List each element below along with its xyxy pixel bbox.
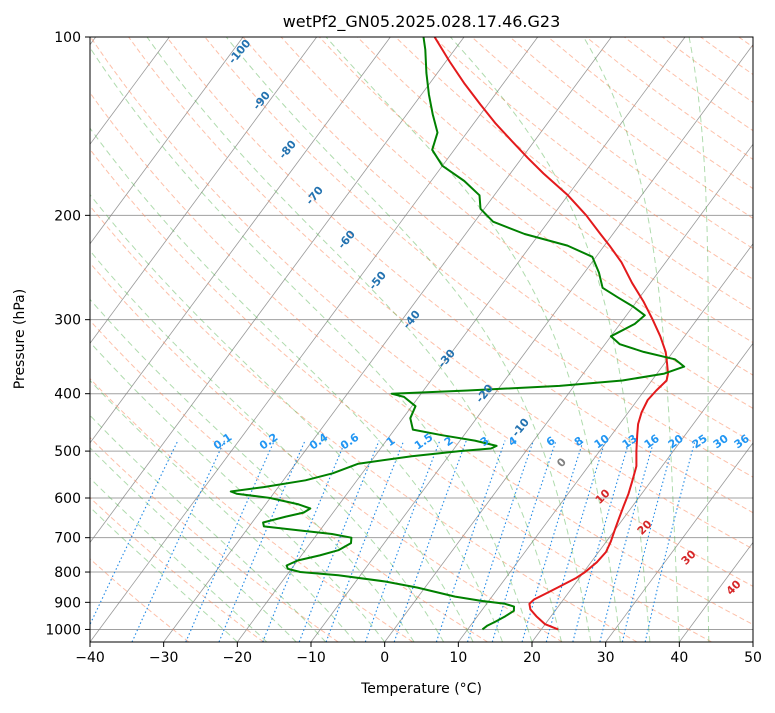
x-tick-label: −10 [296,650,326,666]
x-axis-label: Temperature (°C) [360,681,482,697]
y-tick-label: 200 [54,208,81,224]
x-tick-label: −40 [75,650,105,666]
x-tick-label: 10 [449,650,467,666]
x-tick-label: 50 [744,650,762,666]
y-tick-label: 900 [54,595,81,611]
y-axis-label: Pressure (hPa) [12,289,28,389]
x-tick-label: 30 [597,650,615,666]
x-tick-label: 20 [523,650,541,666]
y-tick-label: 400 [54,387,81,403]
y-tick-label: 1000 [45,622,81,638]
x-tick-label: −30 [149,650,179,666]
y-tick-label: 700 [54,531,81,547]
x-tick-label: 40 [670,650,688,666]
y-tick-label: 100 [54,30,81,46]
x-tick-label: −20 [223,650,253,666]
y-tick-label: 500 [54,444,81,460]
y-tick-label: 800 [54,565,81,581]
y-tick-label: 600 [54,491,81,507]
chart-title: wetPf2_GN05.2025.028.17.46.G23 [283,12,561,32]
x-tick-label: 0 [380,650,389,666]
y-tick-label: 300 [54,313,81,329]
